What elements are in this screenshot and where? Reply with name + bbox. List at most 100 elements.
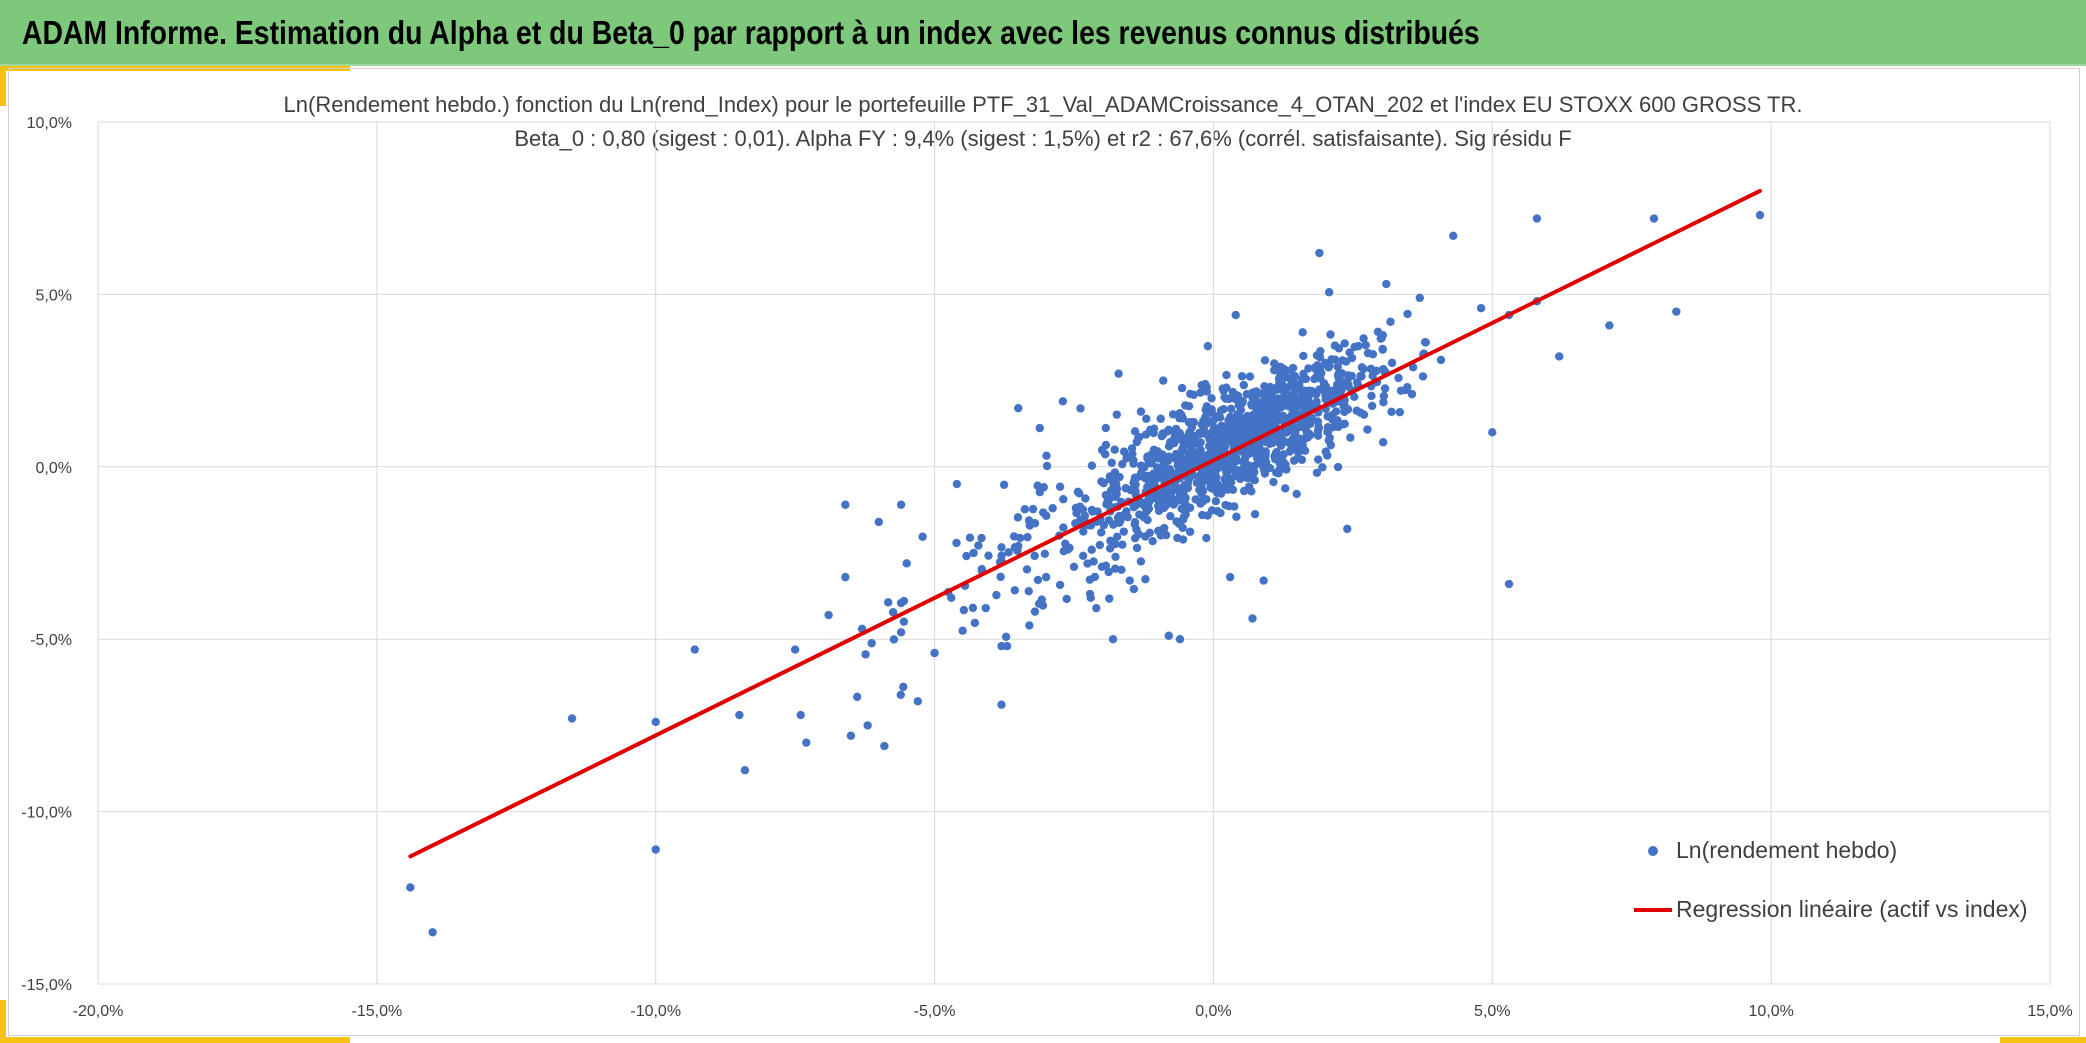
- data-point: [1288, 390, 1298, 400]
- data-point: [1280, 415, 1289, 424]
- data-point: [1304, 364, 1313, 373]
- data-point: [1346, 433, 1355, 442]
- data-point: [1343, 405, 1353, 414]
- y-tick-label: 0,0%: [36, 460, 72, 477]
- data-point: [1288, 363, 1298, 373]
- data-point: [1361, 340, 1370, 350]
- data-point: [1164, 452, 1174, 461]
- data-point: [1324, 288, 1334, 297]
- x-tick-label: 15,0%: [2027, 1003, 2072, 1020]
- data-point: [1130, 427, 1140, 436]
- data-point: [1321, 447, 1331, 456]
- data-point: [1118, 459, 1127, 469]
- data-point: [690, 645, 699, 654]
- data-point: [997, 543, 1006, 552]
- data-point: [1378, 344, 1387, 354]
- data-point: [981, 603, 990, 613]
- data-point: [1258, 461, 1267, 471]
- data-point: [1271, 409, 1280, 418]
- data-point: [1312, 390, 1321, 399]
- data-point: [567, 714, 577, 723]
- data-point: [1033, 575, 1043, 585]
- data-point: [1198, 486, 1208, 496]
- data-point: [1260, 447, 1270, 457]
- data-point: [1055, 580, 1065, 590]
- data-point: [1025, 521, 1034, 530]
- data-point: [1162, 496, 1171, 505]
- data-point: [1367, 401, 1377, 411]
- legend-label-regression: Regression linéaire (actif vs index): [1676, 896, 2028, 922]
- data-point: [1092, 603, 1101, 613]
- data-point: [896, 628, 906, 637]
- data-point: [1101, 561, 1111, 570]
- data-point: [896, 690, 905, 700]
- data-point: [1280, 395, 1290, 404]
- data-point: [930, 648, 939, 658]
- data-point: [1247, 399, 1256, 409]
- data-point: [1062, 594, 1071, 604]
- data-point: [1023, 532, 1032, 542]
- data-point: [977, 533, 986, 543]
- data-point: [880, 741, 889, 751]
- data-point: [1300, 446, 1310, 455]
- data-point: [1186, 389, 1195, 399]
- data-point: [1117, 565, 1126, 574]
- data-point: [1214, 426, 1223, 435]
- data-point: [1436, 355, 1446, 365]
- data-point: [1197, 380, 1206, 390]
- data-point: [1076, 404, 1085, 413]
- data-point: [1085, 575, 1095, 584]
- data-point: [1112, 484, 1122, 493]
- data-point: [1271, 419, 1280, 428]
- data-point: [1421, 338, 1430, 347]
- data-point: [1127, 444, 1137, 453]
- y-tick-label: -10,0%: [21, 805, 72, 822]
- data-point: [1316, 346, 1325, 356]
- data-point: [1239, 380, 1248, 390]
- header-bar: ADAM Informe. Estimation du Alpha et du …: [0, 0, 2086, 66]
- data-point: [1119, 447, 1129, 456]
- data-point: [1172, 517, 1181, 526]
- y-tick-label: -15,0%: [21, 977, 72, 994]
- data-point: [997, 551, 1006, 560]
- data-point: [1205, 470, 1215, 479]
- data-point: [1001, 632, 1011, 642]
- data-point: [1310, 363, 1320, 372]
- data-point: [1367, 391, 1376, 401]
- data-point: [1095, 540, 1105, 550]
- data-point: [861, 650, 870, 659]
- data-point: [1395, 407, 1405, 417]
- data-point: [969, 548, 978, 558]
- data-point: [740, 766, 750, 775]
- data-point: [1366, 364, 1376, 374]
- data-point: [1373, 327, 1383, 336]
- data-point: [841, 500, 850, 509]
- data-point: [841, 572, 850, 582]
- data-point: [1166, 511, 1175, 521]
- data-point: [1156, 414, 1165, 423]
- data-point: [1245, 482, 1254, 491]
- legend-item-points: Ln(rendement hebdo): [1636, 837, 1897, 864]
- data-point: [1239, 467, 1248, 477]
- data-point: [1324, 426, 1333, 435]
- data-point: [1125, 576, 1134, 585]
- data-point: [1281, 484, 1290, 493]
- data-point: [1299, 435, 1308, 444]
- data-point: [952, 538, 961, 548]
- data-point: [1222, 370, 1231, 380]
- data-point: [1337, 385, 1346, 395]
- data-point: [918, 532, 927, 541]
- data-point: [1379, 397, 1388, 407]
- data-point: [1363, 425, 1372, 434]
- data-point: [1250, 509, 1260, 519]
- data-point: [863, 721, 872, 730]
- data-point: [1302, 389, 1312, 398]
- chart-title-line2: Beta_0 : 0,80 (sigest : 0,01). Alpha FY …: [514, 126, 1572, 151]
- data-point: [1081, 494, 1090, 503]
- data-point: [1326, 330, 1335, 339]
- data-point: [874, 517, 883, 527]
- data-point: [1141, 575, 1150, 584]
- data-point: [902, 559, 911, 568]
- data-point: [1156, 531, 1166, 540]
- data-point: [1232, 512, 1241, 521]
